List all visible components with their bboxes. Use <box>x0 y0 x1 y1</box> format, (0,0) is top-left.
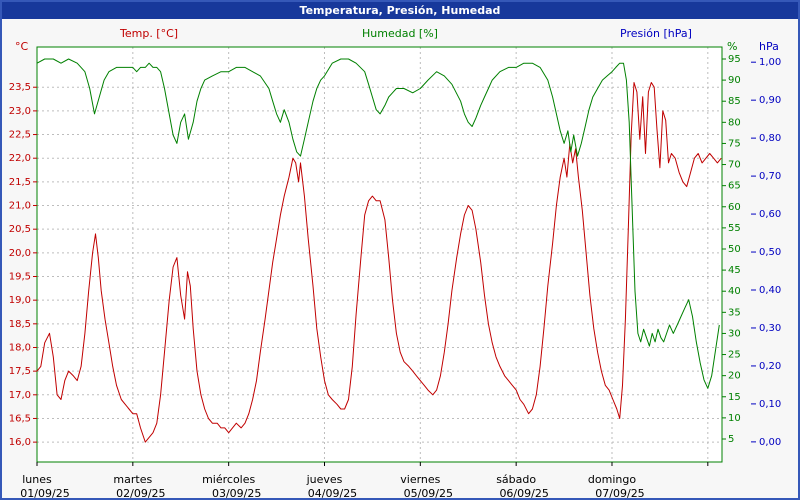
temp-tick-label: 18,0 <box>9 342 31 353</box>
legend-pressure: Presión [hPa] <box>620 27 692 40</box>
temp-tick-label: 17,0 <box>9 390 31 401</box>
series-temperature <box>36 82 722 443</box>
humidity-tick-label: 20 <box>728 371 741 382</box>
temp-tick-label: 19,5 <box>9 272 31 283</box>
humidity-tick-label: 30 <box>728 328 741 339</box>
day-date-label: 07/09/25 <box>595 487 644 498</box>
temp-tick-label: 22,5 <box>9 130 31 141</box>
pressure-tick-label: 0,00 <box>759 437 781 448</box>
humidity-tick-label: 35 <box>728 307 741 318</box>
humidity-tick-label: 60 <box>728 202 741 213</box>
humidity-tick-label: 65 <box>728 181 741 192</box>
day-name-label: miércoles <box>202 473 255 486</box>
humidity-tick-label: 25 <box>728 350 741 361</box>
pressure-tick-label: 0,20 <box>759 361 781 372</box>
pressure-axis-unit: hPa <box>759 40 779 53</box>
temp-tick-label: 18,5 <box>9 319 31 330</box>
humidity-tick-label: 10 <box>728 413 741 424</box>
legend-humidity: Humedad [%] <box>362 27 438 40</box>
humidity-tick-label: 85 <box>728 96 741 107</box>
day-date-label: 05/09/25 <box>404 487 453 498</box>
pressure-tick-label: 0,70 <box>759 171 781 182</box>
temp-tick-label: 17,5 <box>9 366 31 377</box>
pressure-tick-label: 0,10 <box>759 399 781 410</box>
day-name-label: sábado <box>496 473 536 486</box>
pressure-tick-label: 0,60 <box>759 209 781 220</box>
plot-border <box>36 46 723 463</box>
humidity-axis-unit: % <box>727 40 738 53</box>
humidity-tick-label: 50 <box>728 244 741 255</box>
plot-background <box>37 47 722 462</box>
day-date-label: 06/09/25 <box>499 487 548 498</box>
day-date-label: 01/09/25 <box>20 487 69 498</box>
day-date-label: 02/09/25 <box>116 487 165 498</box>
humidity-tick-label: 15 <box>728 392 741 403</box>
temp-axis-unit: °C <box>15 40 29 53</box>
temp-tick-label: 22,0 <box>9 153 31 164</box>
day-name-label: domingo <box>588 473 636 486</box>
pressure-tick-label: 0,40 <box>759 285 781 296</box>
temp-tick-label: 23,5 <box>9 82 31 93</box>
humidity-tick-label: 5 <box>728 434 734 445</box>
pressure-tick-label: 0,30 <box>759 323 781 334</box>
day-name-label: martes <box>113 473 152 486</box>
humidity-tick-label: 95 <box>728 54 741 65</box>
humidity-tick-label: 40 <box>728 286 741 297</box>
temp-tick-label: 19,0 <box>9 295 31 306</box>
day-name-label: viernes <box>400 473 440 486</box>
pressure-tick-label: 0,80 <box>759 133 781 144</box>
temp-tick-label: 21,5 <box>9 177 31 188</box>
day-name-label: jueves <box>306 473 343 486</box>
temp-tick-label: 23,0 <box>9 106 31 117</box>
temp-tick-label: 21,0 <box>9 201 31 212</box>
series-humidity <box>36 58 720 389</box>
humidity-tick-label: 70 <box>728 160 741 171</box>
pressure-tick-label: 0,90 <box>759 95 781 106</box>
humidity-tick-label: 55 <box>728 223 741 234</box>
pressure-tick-label: 0,50 <box>759 247 781 258</box>
pressure-tick-label: 1,00 <box>759 57 781 68</box>
humidity-tick-label: 45 <box>728 265 741 276</box>
temp-tick-label: 20,0 <box>9 248 31 259</box>
humidity-tick-label: 80 <box>728 117 741 128</box>
temp-tick-label: 16,5 <box>9 413 31 424</box>
humidity-tick-label: 90 <box>728 75 741 86</box>
humidity-tick-label: 75 <box>728 138 741 149</box>
chart-title-bar: Temperatura, Presión, Humedad <box>2 2 798 19</box>
day-date-label: 04/09/25 <box>308 487 357 498</box>
legend-temperature: Temp. [°C] <box>120 27 179 40</box>
day-date-label: 03/09/25 <box>212 487 261 498</box>
temp-tick-label: 20,5 <box>9 224 31 235</box>
day-name-label: lunes <box>22 473 52 486</box>
temp-tick-label: 16,0 <box>9 437 31 448</box>
